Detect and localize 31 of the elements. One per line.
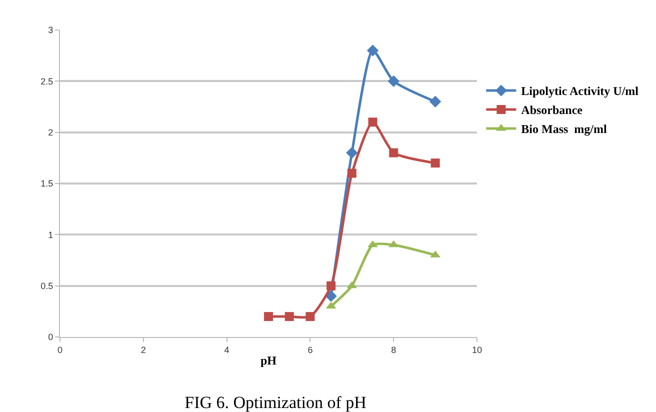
- point: [430, 158, 440, 168]
- x-tick-label: 6: [308, 344, 313, 355]
- point: [388, 75, 400, 88]
- text: FIG 6. Optimization of pH: [184, 392, 366, 412]
- point: [429, 96, 442, 108]
- y-tick-label: 0: [48, 332, 54, 342]
- point: [306, 312, 315, 322]
- x-tick-label: 10: [472, 344, 482, 355]
- y-tick-label: 2: [48, 127, 54, 138]
- point: [284, 312, 294, 322]
- x-tick-label: 4: [224, 344, 230, 355]
- x-tick-label: 0: [57, 344, 63, 355]
- point: [347, 168, 356, 178]
- x-axis-title: pH: [260, 354, 278, 368]
- point: [366, 44, 379, 56]
- legend-label: Lipolytic Activity U/ml: [521, 84, 640, 98]
- y-tick-label: 0.5: [40, 280, 54, 291]
- point: [264, 312, 273, 322]
- x-tick-label: 2: [140, 344, 146, 355]
- y-tick-label: 2.5: [40, 76, 54, 86]
- point: [389, 148, 398, 158]
- point: [326, 281, 336, 290]
- point: [346, 146, 358, 159]
- y-tick-label: 1: [48, 230, 54, 240]
- y-tick-label: 1.5: [40, 178, 54, 189]
- x-tick-label: 8: [391, 344, 396, 355]
- legend-label: Absorbance: [521, 103, 584, 118]
- legend-label: Bio Mass mg/ml: [521, 122, 608, 136]
- point: [368, 118, 378, 127]
- point: [368, 240, 378, 248]
- y-tick-label: 3: [48, 25, 54, 36]
